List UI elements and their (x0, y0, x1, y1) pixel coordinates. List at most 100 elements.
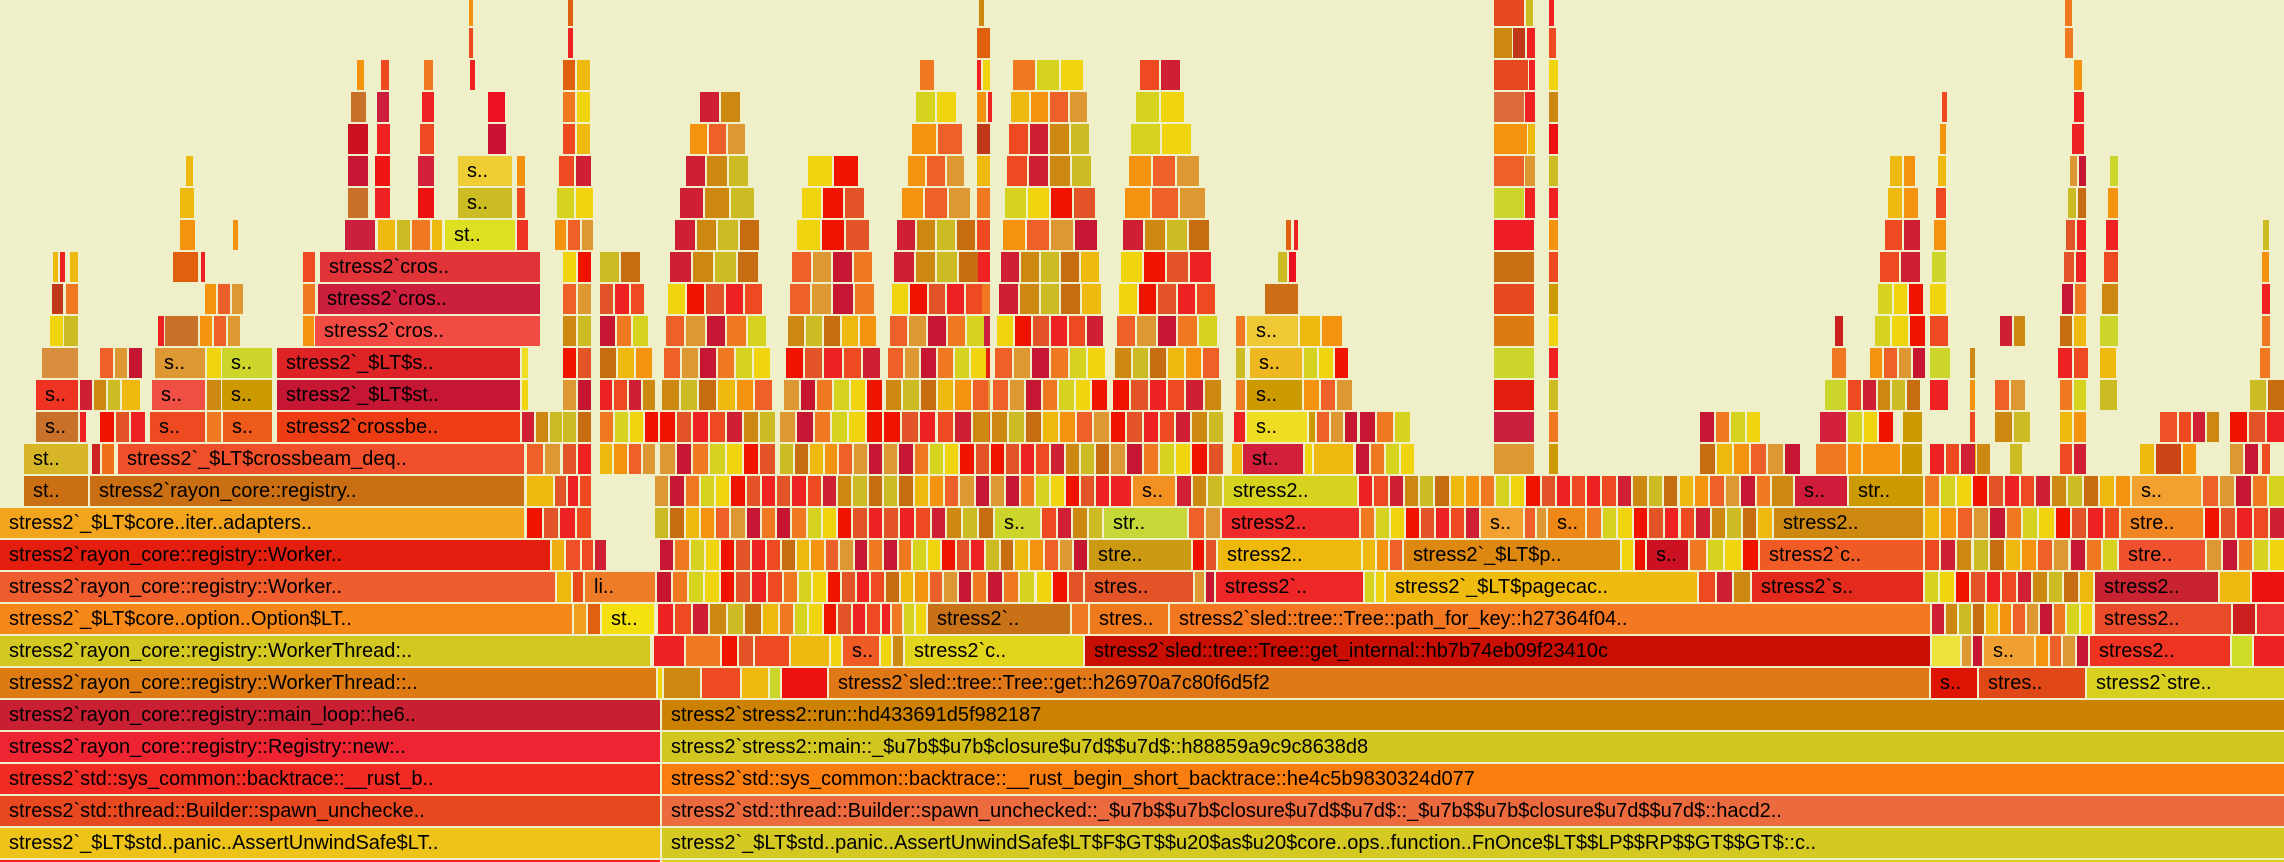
frame[interactable] (1890, 156, 1902, 186)
frame[interactable] (736, 380, 754, 410)
frame[interactable] (1549, 220, 1558, 250)
frame-labeled[interactable]: st.. (1243, 444, 1303, 474)
frame[interactable] (2088, 508, 2103, 538)
frame[interactable] (897, 220, 915, 250)
frame-labeled[interactable]: s.. (458, 156, 512, 186)
frame[interactable] (303, 252, 315, 282)
frame[interactable] (1158, 284, 1176, 314)
frame[interactable] (578, 444, 591, 474)
frame[interactable] (1041, 252, 1059, 282)
frame[interactable] (1119, 284, 1137, 314)
frame[interactable] (2052, 476, 2067, 506)
frame[interactable] (884, 476, 898, 506)
frame[interactable] (2074, 348, 2088, 378)
frame[interactable] (1699, 572, 1715, 602)
frame[interactable] (794, 604, 808, 634)
frame[interactable] (894, 252, 914, 282)
frame-labeled[interactable]: s.. (152, 380, 205, 410)
frame[interactable] (231, 284, 243, 314)
frame-labeled[interactable]: stress2.. (2095, 604, 2231, 634)
frame[interactable] (2233, 604, 2255, 634)
frame[interactable] (705, 540, 719, 570)
frame[interactable] (811, 540, 824, 570)
frame[interactable] (2065, 0, 2072, 26)
frame[interactable] (1679, 476, 1693, 506)
frame[interactable] (2078, 188, 2086, 218)
frame[interactable] (2262, 316, 2270, 346)
frame[interactable] (1529, 60, 1535, 90)
frame[interactable] (892, 284, 909, 314)
frame[interactable] (1205, 572, 1214, 602)
frame[interactable] (2033, 572, 2047, 602)
frame[interactable] (1075, 380, 1091, 410)
frame-labeled[interactable]: s.. (1133, 476, 1175, 506)
frame[interactable] (946, 156, 964, 186)
frame[interactable] (2010, 444, 2022, 474)
frame[interactable] (1940, 476, 1955, 506)
frame[interactable] (1044, 540, 1058, 570)
frame[interactable] (746, 508, 760, 538)
frame-labeled[interactable]: s.. (222, 380, 272, 410)
frame-labeled[interactable]: st.. (24, 444, 88, 474)
frame[interactable] (115, 412, 130, 442)
frame[interactable] (1932, 252, 1946, 282)
frame[interactable] (2067, 604, 2079, 634)
frame[interactable] (915, 572, 928, 602)
frame[interactable] (1903, 156, 1915, 186)
frame[interactable] (488, 92, 505, 122)
frame[interactable] (700, 92, 719, 122)
frame[interactable] (838, 476, 852, 506)
frame[interactable] (892, 604, 902, 634)
frame[interactable] (768, 572, 782, 602)
frame-labeled[interactable]: stress2`_$LT$st.. (277, 380, 520, 410)
frame-labeled[interactable]: stress2`stre.. (2087, 668, 2284, 698)
frame[interactable] (929, 476, 944, 506)
frame[interactable] (1042, 380, 1058, 410)
frame[interactable] (660, 540, 674, 570)
frame[interactable] (420, 124, 434, 154)
frame[interactable] (100, 348, 113, 378)
frame[interactable] (377, 92, 389, 122)
frame[interactable] (2005, 540, 2020, 570)
frame[interactable] (214, 316, 226, 346)
frame[interactable] (925, 188, 947, 218)
frame[interactable] (686, 636, 720, 666)
frame[interactable] (745, 604, 761, 634)
frame[interactable] (577, 92, 590, 122)
frame[interactable] (1322, 316, 1342, 346)
frame[interactable] (675, 220, 695, 250)
frame[interactable] (1208, 444, 1223, 474)
frame[interactable] (2074, 316, 2086, 346)
frame[interactable] (868, 476, 882, 506)
frame[interactable] (2013, 316, 2025, 346)
frame[interactable] (527, 444, 543, 474)
frame[interactable] (2203, 476, 2218, 506)
frame[interactable] (1186, 380, 1203, 410)
frame[interactable] (578, 316, 591, 346)
frame[interactable] (1345, 412, 1357, 442)
frame-labeled[interactable]: stress2.. (2090, 636, 2230, 666)
frame[interactable] (1717, 444, 1732, 474)
frame[interactable] (2183, 444, 2196, 474)
frame[interactable] (1528, 124, 1535, 154)
frame[interactable] (2064, 572, 2078, 602)
frame[interactable] (1001, 252, 1019, 282)
frame[interactable] (666, 316, 685, 346)
frame[interactable] (1525, 92, 1535, 122)
frame[interactable] (527, 476, 553, 506)
frame[interactable] (1494, 316, 1534, 346)
frame[interactable] (699, 380, 716, 410)
frame-labeled[interactable]: stress2`stress2::main::_$u7b$$u7b$closur… (662, 732, 2284, 762)
frame[interactable] (1511, 476, 1525, 506)
frame[interactable] (927, 540, 941, 570)
frame[interactable] (888, 348, 903, 378)
frame[interactable] (692, 604, 709, 634)
frame-labeled[interactable]: stress2`c.. (905, 636, 1083, 666)
frame[interactable] (2074, 60, 2082, 90)
frame[interactable] (1027, 220, 1049, 250)
frame[interactable] (1131, 380, 1148, 410)
frame-labeled[interactable]: st.. (445, 220, 515, 250)
frame[interactable] (1930, 348, 1950, 378)
frame[interactable] (1934, 220, 1946, 250)
frame[interactable] (1494, 92, 1524, 122)
